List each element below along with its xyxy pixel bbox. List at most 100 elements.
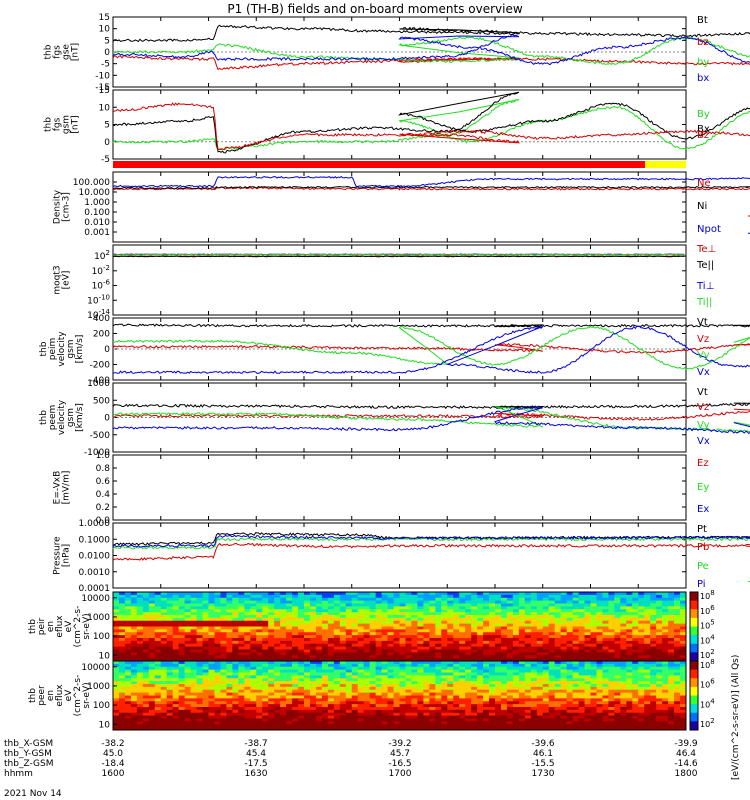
spectrogram-cell	[196, 638, 204, 642]
spectrogram-cell	[136, 718, 144, 722]
spectrogram-cell	[124, 678, 132, 682]
spectrogram-cell	[130, 615, 138, 619]
spectrogram-cell	[268, 597, 275, 602]
spectrogram-cell	[465, 663, 472, 668]
spectrogram-cell	[124, 718, 132, 722]
spectrogram-cell	[304, 707, 311, 711]
spectrogram-cell	[220, 689, 227, 694]
spectrogram-cell	[405, 724, 412, 728]
spectrogram-cell	[226, 658, 233, 662]
spectrogram-cell	[680, 592, 687, 596]
spectrogram-cell	[435, 632, 442, 636]
spectrogram-cell	[333, 620, 341, 625]
spectrogram-cell	[626, 661, 633, 665]
spectrogram-cell	[441, 635, 448, 639]
spectrogram-cell	[423, 649, 430, 653]
spectrogram-cell	[298, 617, 305, 622]
spectrogram-cell	[339, 692, 347, 696]
legend-entry: By	[697, 109, 710, 120]
spectrogram-cell	[160, 666, 168, 671]
spectrogram-cell	[327, 698, 335, 702]
spectrogram-cell	[136, 632, 144, 636]
spectrogram-cell	[399, 695, 406, 699]
spectrogram-cell	[130, 666, 138, 671]
spectrogram-cell	[608, 649, 615, 653]
spectrogram-cell	[500, 701, 508, 705]
spectrogram-cell	[399, 609, 406, 613]
spectrogram-cell	[136, 678, 144, 682]
spectrogram-cell	[453, 718, 460, 722]
spectrogram-cell	[518, 612, 526, 616]
spectrogram-cell	[292, 707, 299, 711]
spectrogram-cell	[477, 721, 484, 725]
spectrogram-cell	[644, 603, 651, 607]
spectrogram-cell	[447, 686, 454, 691]
y-tick-label: 0	[104, 48, 110, 58]
spectrogram-cell	[477, 626, 484, 630]
spectrogram-cell	[238, 718, 245, 722]
spectrogram-cell	[548, 721, 556, 725]
spectrogram-cell	[333, 663, 341, 668]
spectrogram-cell	[548, 594, 556, 599]
spectrogram-cell	[530, 638, 538, 642]
spectrogram-cell	[339, 666, 347, 671]
spectrogram-cell	[208, 718, 215, 722]
spectrogram-cell	[148, 600, 156, 604]
spectrogram-cell	[190, 592, 198, 596]
spectrogram-cell	[148, 635, 156, 639]
spectrogram-cell	[190, 612, 198, 616]
spectrogram-cell	[518, 669, 526, 673]
spectrogram-cell	[232, 615, 239, 619]
spectrogram-cell	[411, 695, 418, 699]
spectrogram-cell	[333, 724, 341, 728]
spectrogram-cell	[602, 626, 609, 630]
spectrogram-cell	[160, 629, 168, 633]
spectrogram-cell	[304, 672, 311, 676]
spectrogram-cell	[256, 672, 263, 676]
spectrogram-cell	[321, 623, 329, 627]
spectrogram-cell	[495, 709, 502, 714]
spectrogram-cell	[214, 652, 221, 656]
spectrogram-cell	[447, 600, 454, 604]
spectrogram-cell	[524, 661, 532, 665]
spectrogram-cell	[530, 684, 538, 688]
spectrogram-cell	[268, 686, 275, 691]
spectrogram-cell	[572, 709, 580, 714]
spectrogram-cell	[542, 594, 550, 599]
spectrogram-cell	[327, 646, 335, 650]
spectrogram-cell	[196, 652, 204, 656]
spectrogram-cell	[238, 603, 245, 607]
spectrogram-cell	[208, 615, 215, 619]
spectrogram-cell	[214, 724, 221, 728]
spectrogram-cell	[280, 712, 287, 717]
spectrogram-cell	[244, 698, 251, 702]
spectrogram-cell	[262, 666, 269, 671]
spectrogram-cell	[172, 640, 180, 645]
spectrogram-cell	[411, 643, 418, 648]
spectrogram-cell	[226, 689, 233, 694]
spectrogram-cell	[590, 684, 597, 688]
spectrogram-cell	[345, 609, 353, 613]
spectrogram-cell	[417, 692, 424, 696]
spectrogram-cell	[178, 718, 186, 722]
spectrogram-cell	[226, 672, 233, 676]
spectrogram-cell	[506, 672, 514, 676]
spectrogram-cell	[375, 592, 383, 596]
spectrogram-cell	[280, 646, 287, 650]
spectrogram-cell	[536, 632, 544, 636]
spectrogram-cell	[405, 594, 412, 599]
spectrogram-cell	[220, 701, 227, 705]
spectrogram-cell	[184, 686, 192, 691]
spectrogram-cell	[351, 721, 359, 725]
spectrogram-cell	[274, 626, 281, 630]
spectrogram-cell	[608, 681, 615, 685]
spectrogram-cell	[584, 592, 591, 596]
spectrogram-cell	[280, 698, 287, 702]
spectrogram-cell	[626, 666, 633, 671]
spectrogram-cell	[339, 669, 347, 673]
spectrogram-cell	[447, 615, 454, 619]
spectrogram-cell	[113, 727, 120, 731]
spectrogram-cell	[130, 661, 138, 665]
spectrogram-cell	[674, 600, 681, 604]
